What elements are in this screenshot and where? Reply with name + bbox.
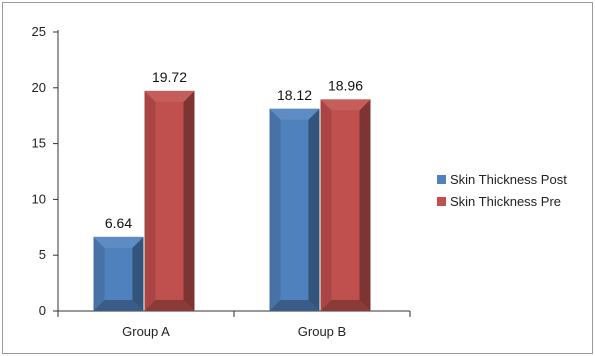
y-tick-label: 0 bbox=[39, 303, 46, 318]
bar-bevel-left bbox=[320, 99, 332, 311]
y-tick-label: 20 bbox=[32, 80, 46, 95]
legend: Skin Thickness Post Skin Thickness Pre bbox=[437, 168, 567, 212]
bar-bevel-left bbox=[144, 90, 156, 311]
y-tick-label: 10 bbox=[32, 191, 46, 206]
bar-bevel-bottom bbox=[144, 300, 195, 311]
y-tick-label: 5 bbox=[39, 247, 46, 262]
x-tick-label: Group B bbox=[298, 324, 346, 339]
data-label: 6.64 bbox=[105, 215, 132, 231]
bar-bevel-left bbox=[93, 236, 105, 311]
legend-label-pre: Skin Thickness Pre bbox=[450, 193, 562, 209]
legend-swatch-pre bbox=[437, 196, 446, 206]
bar-bevel-top bbox=[144, 90, 195, 102]
bar-bevel-right bbox=[308, 108, 320, 312]
bar-bevel-right bbox=[132, 236, 144, 311]
data-label: 18.12 bbox=[277, 87, 312, 103]
x-tick-label: Group A bbox=[122, 324, 170, 339]
legend-label-post: Skin Thickness Post bbox=[450, 171, 567, 187]
bar-bevel-top bbox=[269, 108, 320, 120]
y-tick-label: 25 bbox=[32, 24, 46, 39]
data-label: 18.96 bbox=[328, 77, 363, 93]
legend-swatch-post bbox=[437, 174, 446, 184]
legend-item-post: Skin Thickness Post bbox=[437, 168, 567, 190]
bar-bevel-top bbox=[320, 99, 371, 111]
data-label: 19.72 bbox=[152, 69, 187, 85]
bar-bevel-bottom bbox=[320, 300, 371, 311]
bar-bevel-left bbox=[269, 108, 281, 312]
bar-bevel-bottom bbox=[93, 300, 144, 311]
bar-bevel-bottom bbox=[269, 300, 320, 311]
y-tick-label: 15 bbox=[32, 136, 46, 151]
bar-bevel-top bbox=[93, 236, 144, 248]
bar-bevel-right bbox=[183, 90, 195, 311]
legend-item-pre: Skin Thickness Pre bbox=[437, 190, 567, 212]
bar-bevel-right bbox=[359, 99, 371, 311]
